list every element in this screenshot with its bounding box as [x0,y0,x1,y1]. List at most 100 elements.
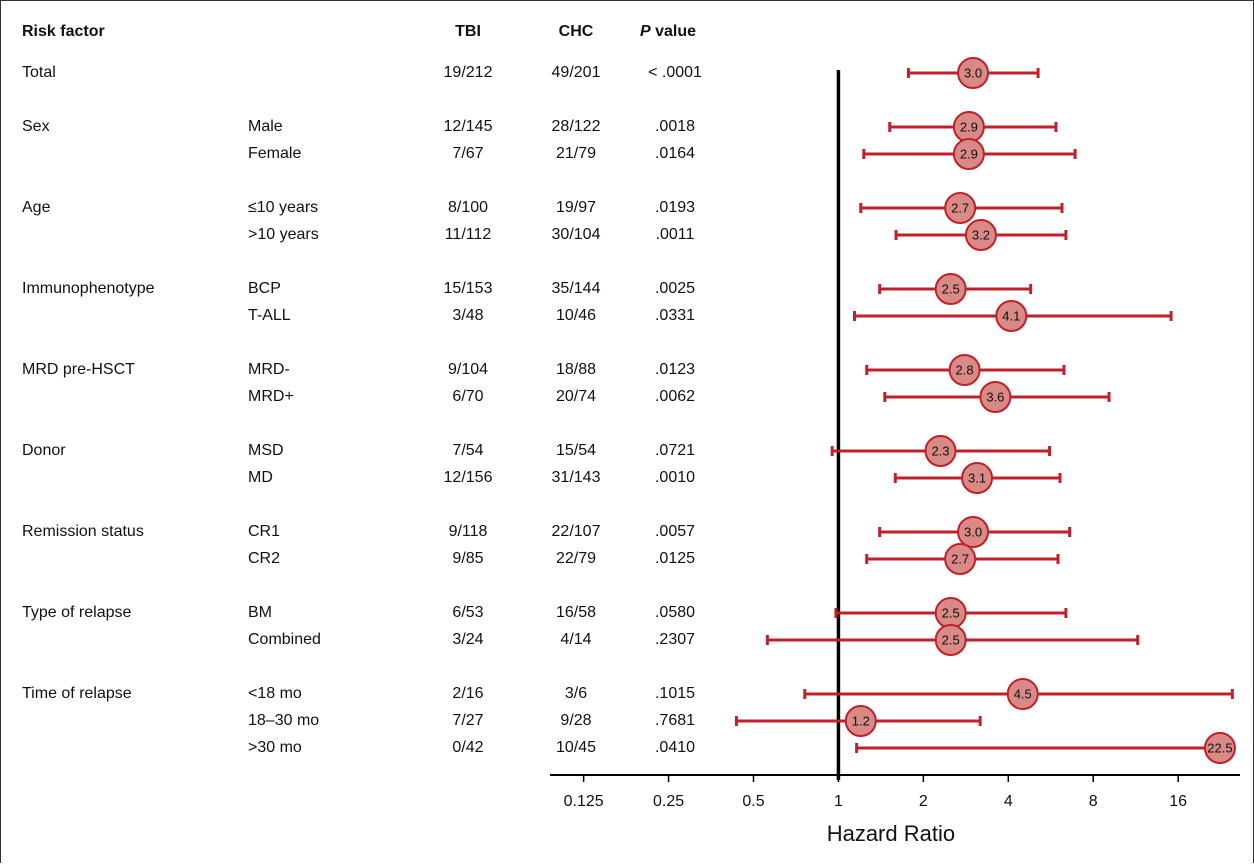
subgroup: <18 mo [248,685,302,702]
hazard-ratio-point [964,219,997,251]
hazard-ratio-label: 2.7 [951,551,969,566]
hazard-ratio-point [944,192,977,224]
subgroup: MRD+ [248,388,294,405]
header-factor: Risk factor [22,23,105,40]
subgroup: CR2 [248,550,280,567]
tbi-count: 19/212 [444,64,493,81]
chc-count: 49/201 [552,64,601,81]
tbi-count: 9/104 [448,361,488,378]
p-value: .0193 [655,199,695,216]
subgroup: CR1 [248,523,280,540]
chc-count: 35/144 [552,280,601,297]
p-value: .0410 [655,739,695,756]
hazard-ratio-label: 2.7 [951,200,969,215]
chc-count: 10/45 [556,739,596,756]
hazard-ratio-point [944,543,977,575]
chc-count: 20/74 [556,388,596,405]
hazard-ratio-label: 3.0 [964,65,982,80]
tbi-count: 6/53 [452,604,483,621]
hazard-ratio-point [961,462,994,494]
tbi-count: 15/153 [444,280,493,297]
chc-count: 15/54 [556,442,596,459]
p-value: .0721 [655,442,695,459]
risk-factor: Age [22,199,51,216]
p-value: .1015 [655,685,695,702]
chc-count: 4/14 [560,631,591,648]
subgroup: T-ALL [248,307,291,324]
hazard-ratio-label: 4.1 [1002,308,1020,323]
tbi-count: 7/54 [452,442,483,459]
x-tick-label: 0.125 [564,793,604,810]
hazard-ratio-point [934,624,967,656]
risk-factor: Remission status [22,523,144,540]
x-tick-label: 16 [1169,793,1187,810]
chc-count: 28/122 [552,118,601,135]
p-value: .0057 [655,523,695,540]
p-value: .0018 [655,118,695,135]
risk-factor: Sex [22,118,50,135]
chc-count: 22/107 [552,523,601,540]
hazard-ratio-label: 3.6 [986,389,1004,404]
subgroup: ≤10 years [248,199,318,216]
x-axis-label: Hazard Ratio [827,821,955,846]
tbi-count: 3/24 [452,631,483,648]
header-p-label: value [655,23,696,40]
chc-count: 16/58 [556,604,596,621]
header-chc: CHC [559,23,594,40]
chc-count: 21/79 [556,145,596,162]
subgroup: MRD- [248,361,290,378]
p-value: .0062 [655,388,695,405]
hazard-ratio-label: 2.3 [931,443,949,458]
risk-factor: MRD pre-HSCT [22,361,135,378]
p-value: .0580 [655,604,695,621]
tbi-count: 12/145 [444,118,493,135]
chc-count: 22/79 [556,550,596,567]
tbi-count: 8/100 [448,199,488,216]
p-value: .0331 [655,307,695,324]
header-p-symbol: P [640,23,651,40]
hazard-ratio-label: 2.9 [960,119,978,134]
chc-count: 18/88 [556,361,596,378]
p-value: .2307 [655,631,695,648]
hazard-ratio-point [995,300,1028,332]
chc-count: 30/104 [552,226,601,243]
p-value: .0164 [655,145,695,162]
p-value: .0125 [655,550,695,567]
tbi-count: 6/70 [452,388,483,405]
chc-count: 9/28 [560,712,591,729]
subgroup: BCP [248,280,281,297]
p-value: .7681 [655,712,695,729]
subgroup: >10 years [248,226,319,243]
hazard-ratio-label: 1.2 [852,713,870,728]
subgroup: MD [248,469,273,486]
x-tick-label: 1 [834,793,843,810]
chc-count: 31/143 [552,469,601,486]
hazard-ratio-label: 2.5 [942,632,960,647]
tbi-count: 9/118 [449,523,488,540]
chc-count: 10/46 [556,307,596,324]
hazard-ratio-label: 3.2 [972,227,990,242]
subgroup: MSD [248,442,284,459]
tbi-count: 12/156 [444,469,493,486]
tbi-count: 7/67 [452,145,483,162]
tbi-count: 2/16 [452,685,483,702]
header-tbi: TBI [455,23,481,40]
hazard-ratio-point [844,705,877,737]
risk-factor: Donor [22,442,66,459]
risk-factor: Type of relapse [22,604,132,621]
hazard-ratio-label: 2.5 [942,605,960,620]
risk-factor: Immunophenotype [22,280,155,297]
tbi-count: 7/27 [452,712,483,729]
hazard-ratio-point [1006,678,1039,710]
subgroup: >30 mo [248,739,302,756]
tbi-count: 0/42 [452,739,483,756]
hazard-ratio-label: 22.5 [1207,740,1232,755]
hazard-ratio-label: 2.9 [960,146,978,161]
hazard-ratio-label: 2.5 [942,281,960,296]
header-p: P value [640,23,696,40]
hazard-ratio-point [957,516,990,548]
hazard-ratio-point [934,273,967,305]
hazard-ratio-label: 3.0 [964,524,982,539]
